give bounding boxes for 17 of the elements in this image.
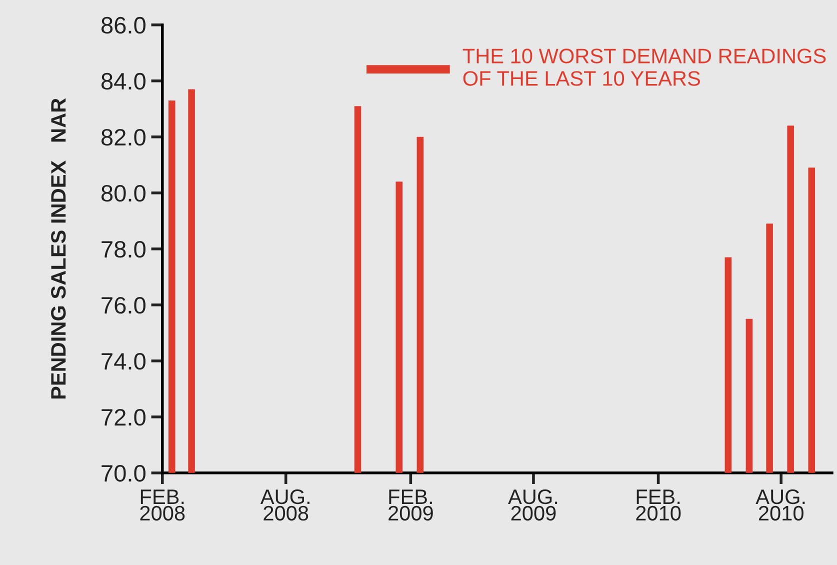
y-tick-label: 78.0 — [102, 240, 146, 258]
y-tick-label: 74.0 — [102, 352, 146, 370]
legend-label: THE 10 WORST DEMAND READINGS OF THE LAST 10 YEARS — [462, 48, 826, 86]
y-tick-label: 86.0 — [101, 16, 146, 34]
y-tick-label: 82.0 — [101, 128, 146, 146]
y-tick-label: 76.0 — [102, 296, 146, 314]
y-tick-label: 70.0 — [102, 464, 146, 482]
x-tick-label: FEB. 2008 — [140, 490, 185, 521]
y-axis-title: PENDING SALES INDEX NAR — [51, 98, 66, 399]
y-tick-label: 84.0 — [101, 72, 146, 90]
x-tick-label: AUG. 2009 — [508, 489, 558, 521]
x-tick-label: AUG. 2008 — [260, 489, 310, 521]
y-tick-label: 80.0 — [101, 184, 146, 202]
x-tick-label: FEB. 2010 — [636, 490, 681, 521]
x-tick-label: FEB. 2009 — [388, 490, 433, 521]
y-tick-label: 72.0 — [102, 408, 146, 426]
x-tick-label: AUG. 2010 — [756, 489, 805, 521]
